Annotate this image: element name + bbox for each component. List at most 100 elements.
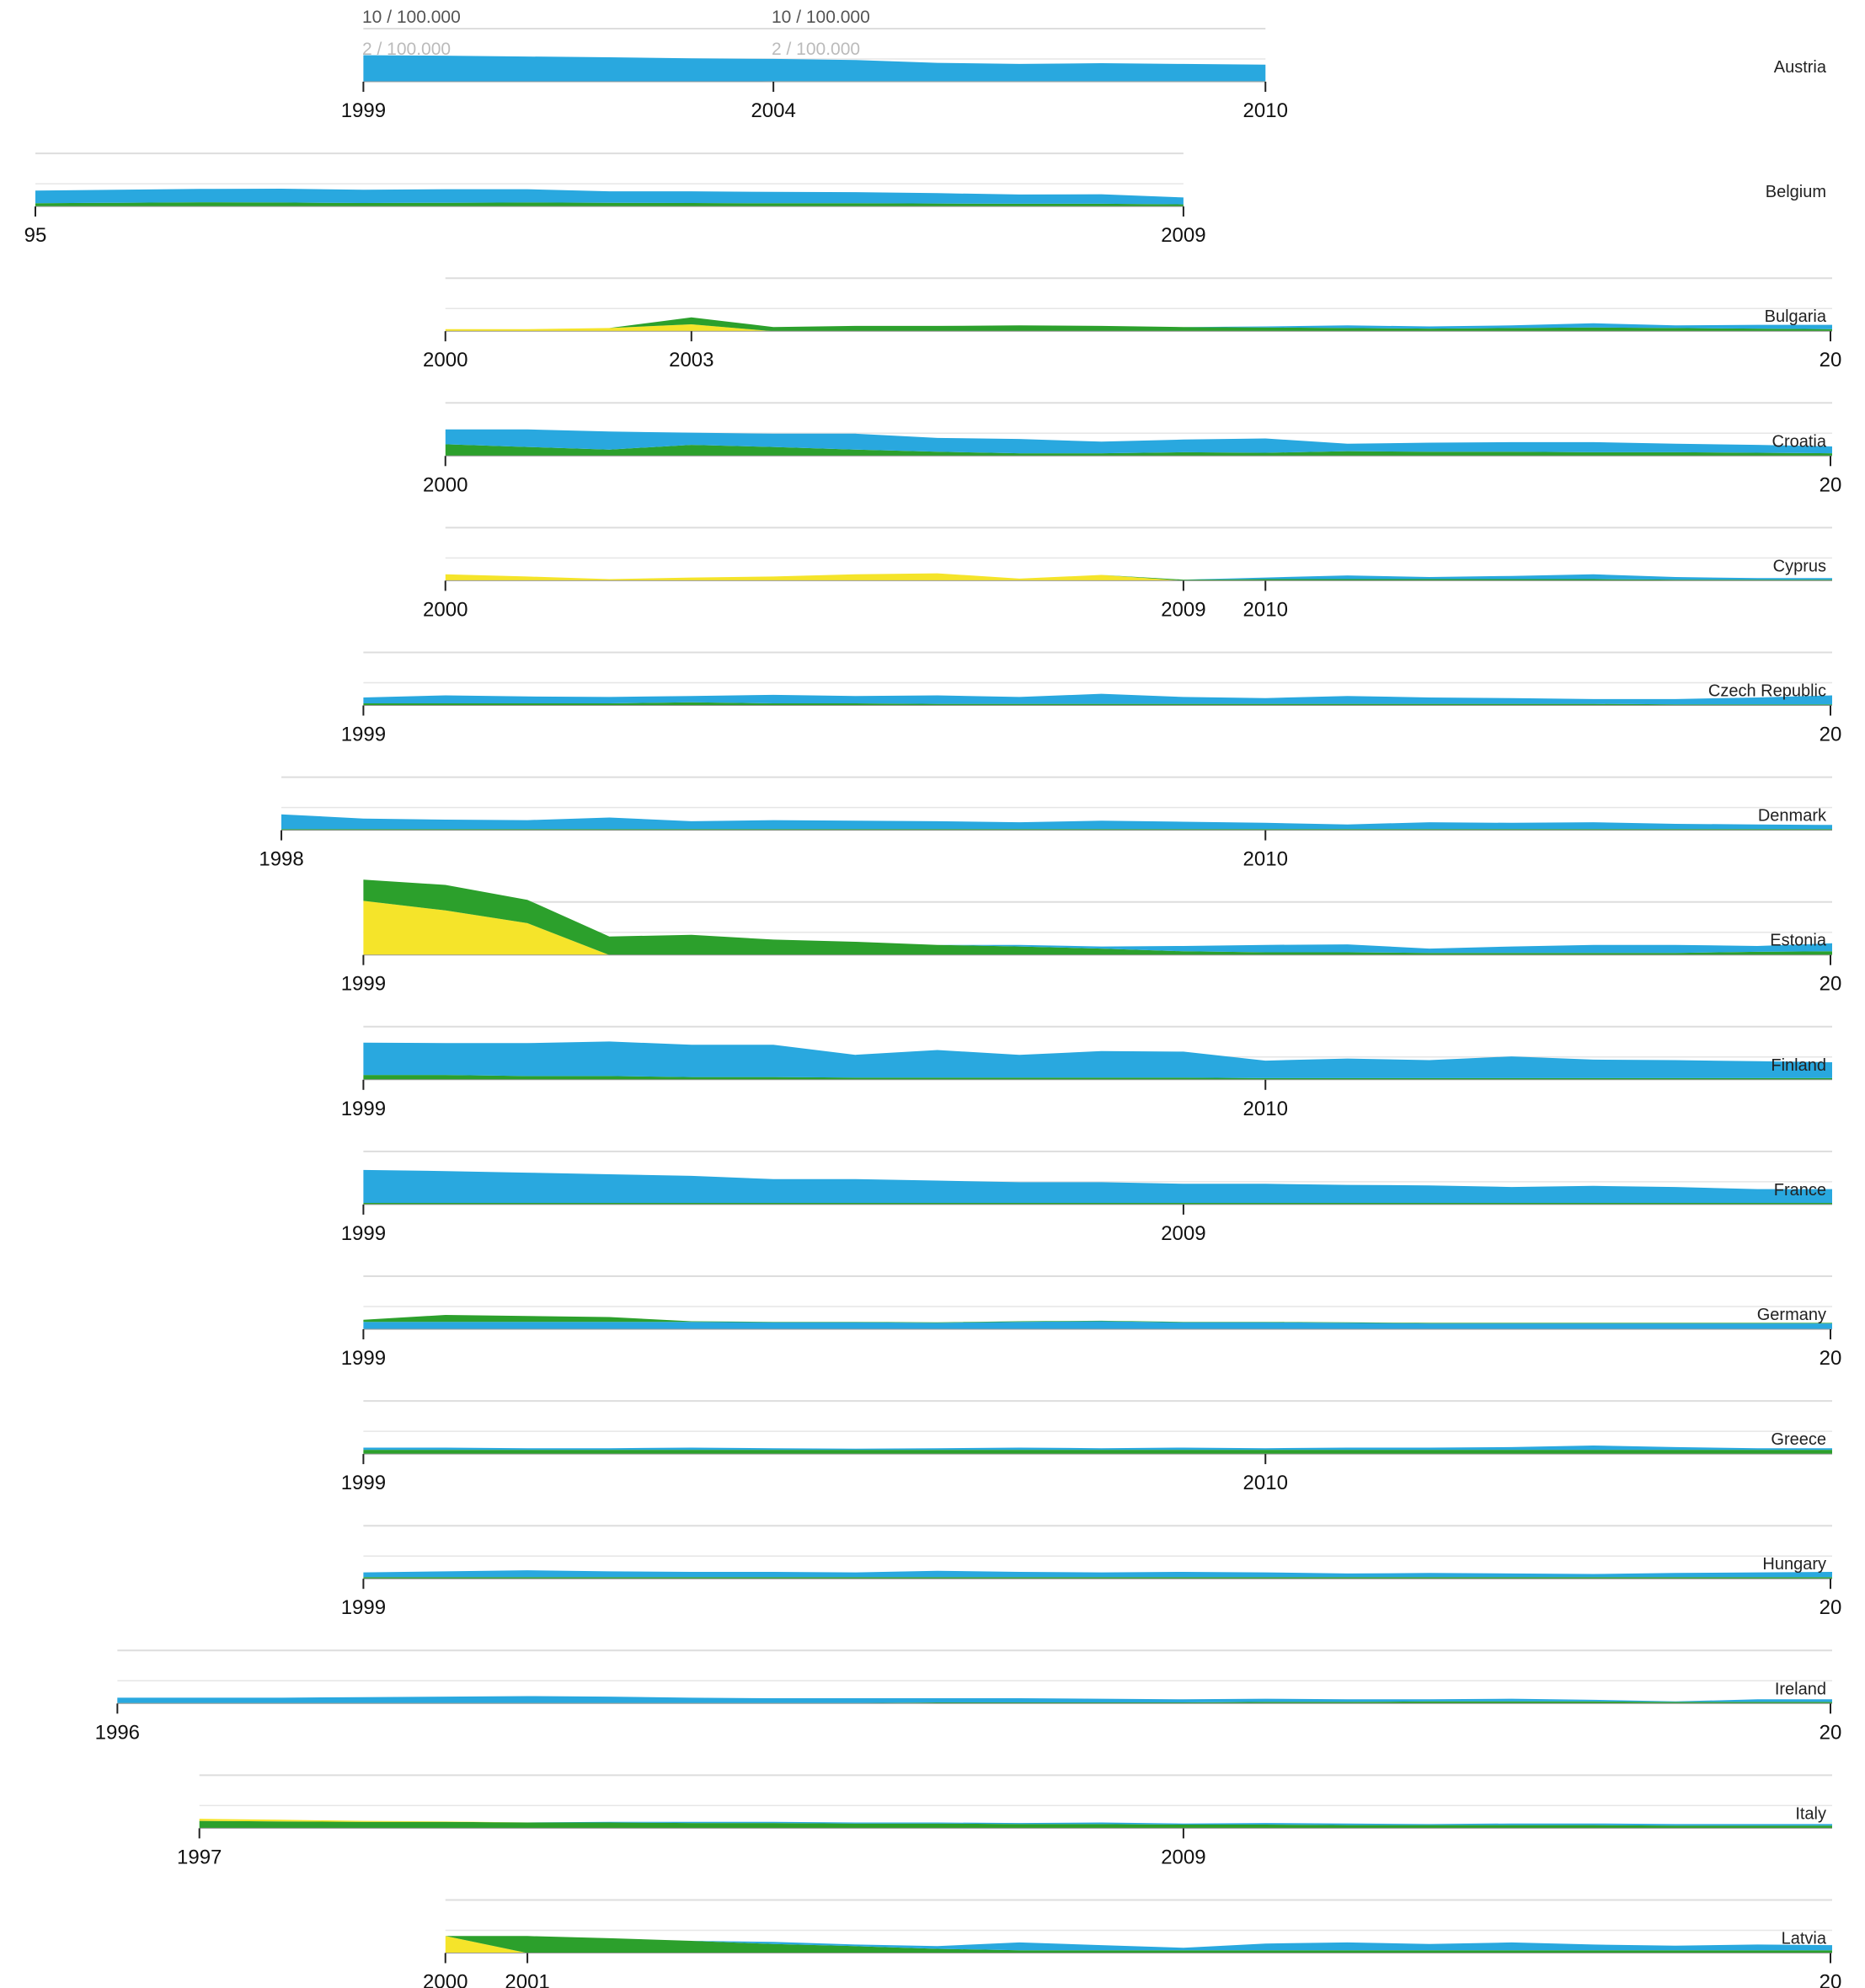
green-area-estonia: [363, 879, 1832, 955]
tick-label: 1999: [341, 99, 386, 122]
blue-area-austria: [363, 55, 1266, 82]
panel-latvia: 2000 2001 20 Latvia: [423, 1899, 1842, 1988]
country-label-austria: Austria: [1774, 58, 1827, 77]
panel-italy: 1997 2009 Italy: [177, 1774, 1833, 1868]
green-area-latvia: [445, 1936, 1832, 1953]
yellow-area-estonia: [363, 900, 1832, 955]
country-label-france: France: [1774, 1181, 1826, 1200]
panel-estonia: 1999 20 Estonia: [341, 879, 1842, 996]
country-label-greece: Greece: [1771, 1430, 1826, 1449]
scale-legend: 10 / 100.000 2 / 100.000 10 / 100.000 2 …: [362, 8, 870, 59]
tick-label: 20: [1820, 973, 1842, 996]
panel-greece: 1999 2010 Greece: [341, 1400, 1832, 1494]
blue-area-germany: [363, 1321, 1832, 1329]
tick-label: 2010: [1243, 99, 1288, 122]
tick-label: 2001: [505, 1971, 549, 1988]
blue-area-croatia: [445, 429, 1832, 454]
green-area-croatia: [445, 444, 1832, 457]
panel-denmark: 1998 2010 Denmark: [259, 776, 1832, 871]
panel-austria: 1999 2004 2010 Austria: [341, 28, 1827, 122]
tick-label: 2010: [1243, 1098, 1288, 1120]
scale-outer-label-1: 10 / 100.000: [362, 8, 461, 27]
tick-label: 95: [24, 224, 47, 247]
scale-inner-label-2: 2 / 100.000: [772, 40, 860, 59]
tick-label: 2000: [423, 473, 468, 496]
tick-label: 2009: [1161, 1222, 1205, 1245]
green-area-ireland: [117, 1701, 1832, 1704]
tick-label: 2010: [1243, 598, 1288, 621]
panel-ireland: 1996 20 Ireland: [95, 1649, 1841, 1744]
tick-label: 1999: [341, 724, 386, 746]
blue-area-bulgaria: [445, 317, 1832, 329]
green-area-belgium: [35, 202, 1184, 207]
panel-bulgaria: 2000 2003 20 Bulgaria: [423, 277, 1842, 371]
blue-area-italy: [199, 1820, 1833, 1826]
blue-area-denmark: [281, 814, 1832, 830]
country-label-bulgaria: Bulgaria: [1765, 307, 1827, 326]
yellow-area-bulgaria: [445, 324, 1832, 332]
blue-area-latvia: [445, 1936, 1832, 1951]
panel-germany: 1999 20 Germany: [341, 1275, 1842, 1370]
tick-label: 20: [1820, 1347, 1842, 1370]
panel-hungary: 1999 20 Hungary: [341, 1525, 1842, 1619]
tick-label: 2009: [1161, 224, 1205, 247]
tick-label: 20: [1820, 473, 1842, 496]
tick-label: 2000: [423, 1971, 468, 1988]
country-label-ireland: Ireland: [1775, 1680, 1826, 1698]
country-label-germany: Germany: [1757, 1306, 1826, 1324]
blue-area-ireland: [117, 1696, 1832, 1703]
tick-label: 20: [1820, 1971, 1842, 1988]
tick-label: 2009: [1161, 1846, 1205, 1868]
country-label-italy: Italy: [1795, 1804, 1826, 1823]
country-label-hungary: Hungary: [1762, 1555, 1826, 1574]
blue-area-czech-republic: [363, 693, 1832, 705]
tick-label: 1999: [341, 1472, 386, 1494]
tick-label: 2010: [1243, 1472, 1288, 1494]
tick-label: 1996: [95, 1721, 140, 1744]
country-label-czech-republic: Czech Republic: [1708, 682, 1826, 701]
country-label-estonia: Estonia: [1770, 932, 1827, 950]
green-area-cyprus: [445, 573, 1832, 581]
country-panels: 1999 2004 2010 Austria 95 2009 Belgium 2000 2003…: [24, 28, 1842, 1988]
blue-area-hungary: [363, 1570, 1832, 1578]
panel-france: 1999 2009 France: [341, 1150, 1832, 1245]
tick-label: 20: [1820, 724, 1842, 746]
green-area-greece: [363, 1450, 1832, 1455]
tick-label: 2009: [1161, 598, 1205, 621]
country-label-cyprus: Cyprus: [1773, 557, 1826, 575]
tick-label: 1998: [259, 848, 303, 871]
blue-area-cyprus: [445, 573, 1832, 580]
blue-area-finland: [363, 1041, 1832, 1078]
blue-area-estonia: [363, 879, 1832, 954]
tick-label: 2000: [423, 349, 468, 371]
panel-belgium: 95 2009 Belgium: [24, 152, 1826, 247]
yellow-area-cyprus: [445, 573, 1832, 581]
tick-label: 1999: [341, 1222, 386, 1245]
tick-label: 20: [1820, 1596, 1842, 1619]
tick-label: 20: [1820, 349, 1842, 371]
tick-label: 1999: [341, 1596, 386, 1619]
country-label-finland: Finland: [1771, 1056, 1826, 1075]
country-label-croatia: Croatia: [1772, 432, 1827, 451]
tick-label: 1999: [341, 1098, 386, 1120]
green-area-bulgaria: [445, 317, 1832, 332]
green-area-finland: [363, 1075, 1832, 1080]
scale-outer-label-2: 10 / 100.000: [772, 8, 870, 27]
panel-finland: 1999 2010 Finland: [341, 1025, 1832, 1120]
country-label-latvia: Latvia: [1782, 1930, 1827, 1948]
panel-croatia: 2000 20 Croatia: [423, 402, 1842, 496]
country-label-belgium: Belgium: [1766, 183, 1826, 201]
green-area-italy: [199, 1820, 1833, 1829]
tick-label: 2000: [423, 598, 468, 621]
tick-label: 1997: [177, 1846, 222, 1868]
blue-area-belgium: [35, 189, 1184, 205]
scale-inner-label-1: 2 / 100.000: [362, 40, 451, 59]
panel-cyprus: 2000 2009 2010 Cyprus: [423, 526, 1832, 621]
tick-label: 1999: [341, 1347, 386, 1370]
tick-label: 1999: [341, 973, 386, 996]
country-label-denmark: Denmark: [1758, 807, 1827, 826]
blue-area-greece: [363, 1446, 1832, 1451]
tick-label: 2003: [669, 349, 713, 371]
panel-czech-republic: 1999 20 Czech Republic: [341, 651, 1842, 746]
